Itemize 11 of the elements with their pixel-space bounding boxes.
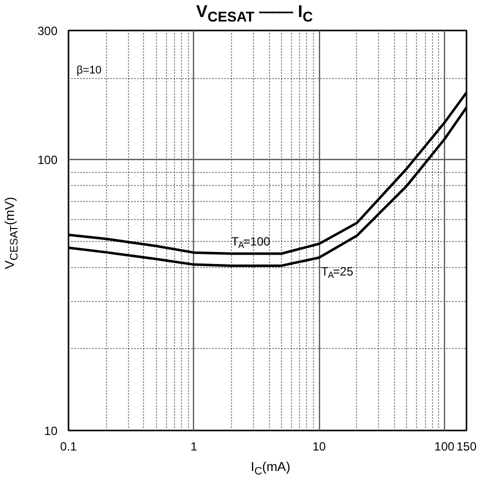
chart-title: V$_{CESAT}$ —— I$_{C}$ <box>196 2 313 26</box>
y-tick-label: 10 <box>44 424 58 438</box>
annotation: β=10 <box>76 64 102 76</box>
x-tick-label: 150 <box>456 440 477 454</box>
y-tick-label: 300 <box>37 24 58 38</box>
x-tick-label: 0.1 <box>60 440 78 454</box>
x-tick-label: 1 <box>190 440 198 454</box>
y-tick-label: 100 <box>37 153 58 168</box>
x-tick-label: 10 <box>312 440 326 454</box>
x-axis-title: I$_{C}$(mA) <box>250 458 292 480</box>
x-tick-label: 100 <box>434 440 455 454</box>
